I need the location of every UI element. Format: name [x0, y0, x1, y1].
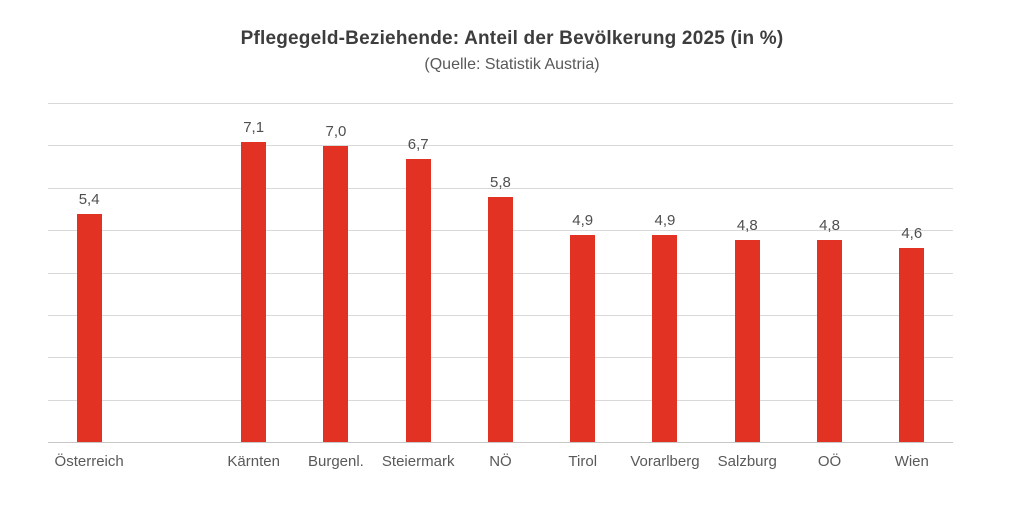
- bar-slot-vorarlberg: 4,9: [624, 104, 706, 443]
- x-axis-label-salzburg: Salzburg: [717, 453, 777, 470]
- x-axis-label-steiermark: Steiermark: [381, 453, 455, 470]
- bar-osterreich: [76, 214, 102, 443]
- bar-steiermark: [405, 159, 431, 443]
- x-axis-label-osterreich: Österreich: [54, 453, 124, 470]
- bar-value-label-vorarlberg: 4,9: [654, 212, 676, 230]
- chart-title: Pflegegeld-Beziehende: Anteil der Bevölk…: [240, 28, 784, 49]
- plot-area: 5,4 7,1 7,0 6,7 5,8 4,9 4,9 4,8 4,8 4,6: [48, 103, 953, 443]
- bar-value-label-no: 5,8: [490, 174, 511, 192]
- x-axis-labels: Österreich Kärnten Burgenl. Steiermark NÖ Tir…: [48, 452, 953, 471]
- gridline-8: [48, 103, 953, 104]
- x-axis-label-karnten: Kärnten: [227, 453, 280, 470]
- bar-slot-tirol: 4,9: [542, 104, 624, 443]
- bar-slot-karnten: 7,1: [213, 104, 295, 443]
- x-axis-label-no: NÖ: [489, 453, 512, 470]
- chart-subtitle: (Quelle: Statistik Austria): [424, 56, 600, 73]
- bar-value-label-steiermark: 6,7: [407, 136, 429, 154]
- chart-header: Pflegegeld-Beziehende: Anteil der Bevölk…: [0, 27, 1024, 75]
- bar-salzburg: [734, 239, 760, 443]
- bar-slot-salzburg: 4,8: [706, 104, 788, 443]
- bar-value-label-oo: 4,8: [819, 216, 840, 234]
- bar-slot-gap: [130, 104, 212, 443]
- bar-wien: [899, 248, 925, 443]
- x-axis-label-tirol: Tirol: [568, 453, 598, 470]
- bar-value-label-tirol: 4,9: [572, 212, 594, 230]
- x-axis-label-burgenl: Burgenl.: [307, 453, 364, 470]
- bar-value-label-osterreich: 5,4: [78, 191, 100, 209]
- x-axis-label-wien: Wien: [894, 453, 929, 470]
- bar-oo: [817, 239, 843, 443]
- bar-burgenl: [323, 146, 349, 443]
- bar-value-label-karnten: 7,1: [243, 119, 265, 137]
- bar-slot-no: 5,8: [459, 104, 541, 443]
- gridline-6: [48, 187, 953, 189]
- bars-layer: 5,4 7,1 7,0 6,7 5,8 4,9 4,9 4,8 4,8 4,6: [48, 104, 953, 443]
- bar-value-label-burgenl: 7,0: [325, 123, 347, 141]
- bar-karnten: [241, 142, 267, 443]
- bar-slot-wien: 4,6: [871, 104, 953, 443]
- bar-slot-steiermark: 6,7: [377, 104, 459, 443]
- bar-vorarlberg: [652, 235, 678, 443]
- x-axis-line: [48, 442, 953, 443]
- gridline-7: [48, 145, 953, 147]
- x-axis-label-vorarlberg: Vorarlberg: [630, 453, 700, 470]
- bar-no: [487, 197, 513, 443]
- bar-slot-oo: 4,8: [788, 104, 870, 443]
- bar-value-label-wien: 4,6: [901, 225, 923, 243]
- bar-tirol: [570, 235, 596, 443]
- x-axis-label-gap: [130, 452, 212, 471]
- x-axis-label-oo: OÖ: [817, 453, 842, 470]
- bar-slot-burgenl: 7,0: [295, 104, 377, 443]
- bar-value-label-salzburg: 4,8: [736, 216, 758, 234]
- bar-slot-osterreich: 5,4: [48, 104, 130, 443]
